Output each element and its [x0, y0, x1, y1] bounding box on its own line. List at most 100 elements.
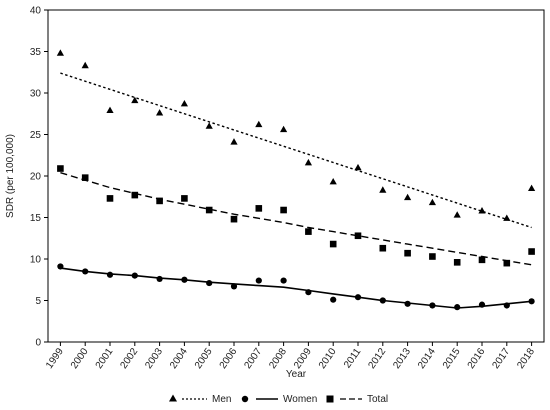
x-tick-label: 2003	[143, 346, 165, 371]
point-women	[354, 294, 362, 301]
legend-label-men: Men	[212, 394, 231, 405]
point-total	[453, 259, 461, 266]
x-tick-label: 2008	[267, 346, 289, 371]
point-women	[255, 277, 262, 284]
point-women	[131, 272, 138, 279]
x-axis-title: Year	[286, 369, 307, 380]
point-men	[131, 96, 139, 104]
plot-area	[47, 9, 545, 343]
point-total	[205, 206, 213, 214]
y-tick-label: 35	[30, 47, 42, 58]
y-axis-title: SDR (per 100,000)	[5, 134, 16, 218]
x-tick-label: 2007	[242, 346, 264, 371]
x-tick-label: 2015	[441, 346, 463, 371]
point-women	[454, 304, 461, 311]
legend-label-total: Total	[367, 394, 388, 405]
legend-marker-women	[241, 395, 249, 403]
point-women	[206, 279, 213, 287]
point-total	[106, 195, 114, 202]
point-women	[230, 283, 238, 290]
x-tick-label: 2017	[490, 346, 512, 371]
legend-label-women: Women	[283, 394, 317, 405]
point-men	[280, 125, 288, 133]
legend-marker-men	[169, 394, 177, 402]
point-total	[57, 165, 64, 172]
x-tick-label: 2016	[466, 346, 488, 371]
point-total	[230, 215, 238, 223]
point-total	[156, 197, 163, 205]
x-tick-label: 2006	[218, 346, 240, 371]
point-women	[57, 263, 64, 270]
x-tick-label: 2002	[118, 346, 140, 371]
legend-item-total: Total	[326, 394, 388, 405]
point-men	[453, 211, 461, 218]
point-total	[255, 205, 263, 212]
x-tick-label: 2004	[168, 346, 190, 371]
x-tick-label: 2000	[69, 346, 91, 371]
x-tick-label: 2014	[416, 346, 438, 371]
point-men	[81, 61, 89, 69]
trend-line-total	[60, 172, 532, 266]
point-total	[81, 174, 89, 181]
point-total	[478, 256, 486, 264]
point-men	[205, 122, 213, 129]
x-tick-label: 2010	[317, 346, 339, 371]
point-men	[478, 207, 486, 214]
x-tick-label: 2012	[366, 346, 388, 371]
point-women	[330, 296, 337, 303]
x-axis: 1999 2000 2001 2002 2003 2004 2005 2006 2007 2008…	[44, 342, 537, 371]
point-men	[528, 184, 536, 192]
point-men	[255, 120, 263, 128]
point-total	[404, 249, 411, 257]
y-axis: 0 5 10 15 20 25 30 35 40	[30, 6, 48, 349]
point-total	[131, 191, 139, 199]
point-women	[503, 302, 510, 309]
y-tick-label: 25	[30, 130, 42, 141]
point-men	[354, 163, 362, 171]
trend-lines	[60, 72, 532, 309]
y-tick-label: 40	[30, 6, 42, 17]
x-tick-label: 2009	[292, 346, 314, 371]
point-total	[280, 206, 287, 214]
point-total	[503, 259, 511, 267]
legend-item-women: Women	[241, 394, 317, 405]
y-tick-label: 10	[30, 255, 42, 266]
point-women	[106, 271, 114, 278]
point-women	[429, 302, 436, 309]
point-total	[379, 244, 387, 252]
point-men	[56, 49, 64, 56]
trend-line-women	[60, 267, 532, 309]
point-total	[329, 240, 337, 248]
point-women	[82, 268, 89, 275]
point-men	[503, 214, 511, 221]
point-men	[230, 138, 238, 145]
point-total	[429, 253, 436, 260]
x-tick-label: 1999	[44, 346, 66, 371]
x-tick-label: 2001	[94, 346, 116, 371]
point-men	[379, 186, 387, 193]
point-women	[181, 276, 188, 283]
point-total	[181, 195, 188, 202]
point-women	[305, 289, 312, 296]
data-points	[56, 49, 536, 311]
point-total	[305, 228, 312, 235]
x-tick-label: 2013	[391, 346, 413, 371]
point-men	[156, 109, 164, 116]
y-tick-label: 15	[30, 213, 42, 224]
point-total	[354, 232, 362, 240]
x-tick-label: 2011	[342, 346, 364, 370]
y-tick-label: 0	[35, 338, 41, 349]
point-total	[528, 248, 535, 255]
point-men	[428, 198, 436, 206]
legend-item-men: Men	[169, 394, 231, 405]
point-men	[404, 193, 412, 201]
point-men	[106, 106, 114, 114]
point-women	[156, 275, 163, 283]
point-women	[404, 300, 411, 307]
point-men	[329, 178, 337, 185]
x-tick-label: 2005	[193, 346, 215, 371]
point-women	[379, 297, 386, 304]
point-men	[180, 99, 188, 107]
legend-marker-total	[326, 395, 334, 403]
